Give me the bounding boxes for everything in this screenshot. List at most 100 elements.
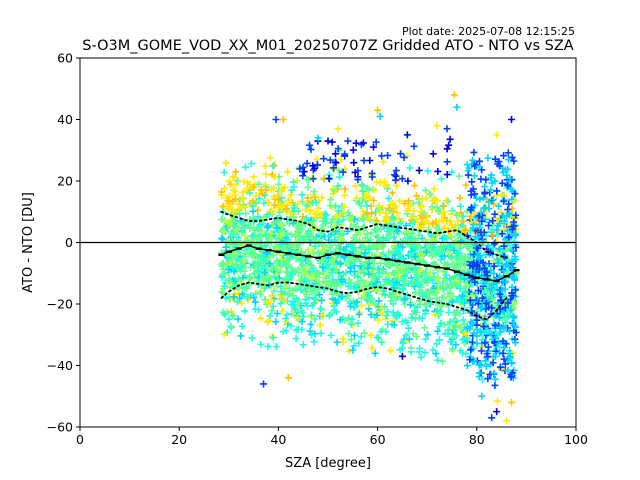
scatter-point xyxy=(440,202,448,210)
scatter-point xyxy=(368,169,376,177)
scatter-point xyxy=(253,234,261,242)
scatter-point xyxy=(377,328,385,336)
scatter-point xyxy=(282,327,290,335)
scatter-point xyxy=(263,211,271,219)
scatter-point xyxy=(479,194,487,202)
scatter-point xyxy=(374,286,382,294)
scatter-point xyxy=(370,196,378,204)
scatter-point xyxy=(358,181,366,189)
scatter-point xyxy=(244,179,252,187)
scatter-point xyxy=(481,188,489,196)
scatter-point xyxy=(345,330,353,338)
scatter-point xyxy=(221,279,229,287)
scatter-point xyxy=(228,232,236,240)
scatter-point xyxy=(463,208,471,216)
scatter-point xyxy=(287,322,295,330)
scatter-point xyxy=(386,271,394,279)
scatter-point xyxy=(431,289,439,297)
scatter-point xyxy=(306,327,314,335)
scatter-point xyxy=(406,220,414,228)
scatter-point xyxy=(219,235,227,243)
scatter-point xyxy=(403,207,411,215)
scatter-point xyxy=(418,314,426,322)
scatter-point xyxy=(487,174,495,182)
scatter-point xyxy=(232,251,240,259)
scatter-point xyxy=(226,203,234,211)
scatter-point xyxy=(293,230,301,238)
scatter-point xyxy=(373,333,381,341)
scatter-point xyxy=(270,193,278,201)
scatter-point xyxy=(268,266,276,274)
scatter-point xyxy=(500,217,508,225)
scatter-point xyxy=(456,194,464,202)
scatter-point xyxy=(483,362,491,370)
scatter-point xyxy=(434,356,442,364)
scatter-point xyxy=(277,292,285,300)
scatter-point xyxy=(309,264,317,272)
scatter-point xyxy=(290,204,298,212)
scatter-point xyxy=(488,285,496,293)
scatter-point xyxy=(261,162,269,170)
scatter-point xyxy=(373,311,381,319)
scatter-point xyxy=(415,223,423,231)
scatter-point xyxy=(490,262,498,270)
scatter-point xyxy=(447,253,455,261)
scatter-point xyxy=(327,196,335,204)
scatter-point xyxy=(510,157,518,165)
scatter-point xyxy=(367,331,375,339)
scatter-point xyxy=(493,187,501,195)
axis-ticks: 0 20 40 60 80 100 −60 −40 −20 0 20 40 60 xyxy=(47,51,588,448)
scatter-point xyxy=(459,298,467,306)
scatter-point xyxy=(469,221,477,229)
scatter-point xyxy=(382,275,390,283)
scatter-point xyxy=(389,317,397,325)
plot-date-text: Plot date: 2025-07-08 12:15:25 xyxy=(402,25,575,38)
scatter-point xyxy=(351,285,359,293)
scatter-point xyxy=(508,359,516,367)
scatter-point xyxy=(264,222,272,230)
scatter-point xyxy=(354,167,362,175)
scatter-point xyxy=(445,141,453,149)
scatter-point xyxy=(337,276,345,284)
scatter-point xyxy=(394,227,402,235)
scatter-point xyxy=(297,232,305,240)
scatter-point xyxy=(263,298,271,306)
scatter-point xyxy=(283,274,291,282)
scatter-point xyxy=(322,274,330,282)
scatter-point xyxy=(505,328,513,336)
scatter-point xyxy=(373,242,381,250)
scatter-point xyxy=(403,266,411,274)
scatter-point xyxy=(377,304,385,312)
scatter-point xyxy=(331,296,339,304)
scatter-point xyxy=(332,159,340,167)
scatter-point xyxy=(341,254,349,262)
scatter-point xyxy=(463,334,471,342)
scatter-point xyxy=(449,298,457,306)
scatter-point xyxy=(270,201,278,209)
scatter-point xyxy=(392,279,400,287)
scatter-point xyxy=(289,219,297,227)
scatter-point xyxy=(466,261,474,269)
scatter-point xyxy=(412,264,420,272)
scatter-point xyxy=(255,180,263,188)
scatter-point xyxy=(404,177,412,185)
scatter-point xyxy=(496,323,504,331)
scatter-point xyxy=(250,294,258,302)
median-marker xyxy=(493,279,500,283)
scatter-point xyxy=(259,190,267,198)
scatter-point xyxy=(437,175,445,183)
scatter-point xyxy=(225,266,233,274)
scatter-point xyxy=(287,191,295,199)
scatter-point xyxy=(471,172,479,180)
scatter-point xyxy=(360,194,368,202)
scatter-point xyxy=(512,232,520,240)
scatter-point xyxy=(233,298,241,306)
scatter-point xyxy=(480,323,488,331)
scatter-point xyxy=(285,196,293,204)
scatter-point xyxy=(277,231,285,239)
scatter-point xyxy=(489,359,497,367)
scatter-point xyxy=(291,305,299,313)
scatter-point xyxy=(400,153,408,161)
scatter-point xyxy=(315,270,323,278)
scatter-point xyxy=(478,304,486,312)
